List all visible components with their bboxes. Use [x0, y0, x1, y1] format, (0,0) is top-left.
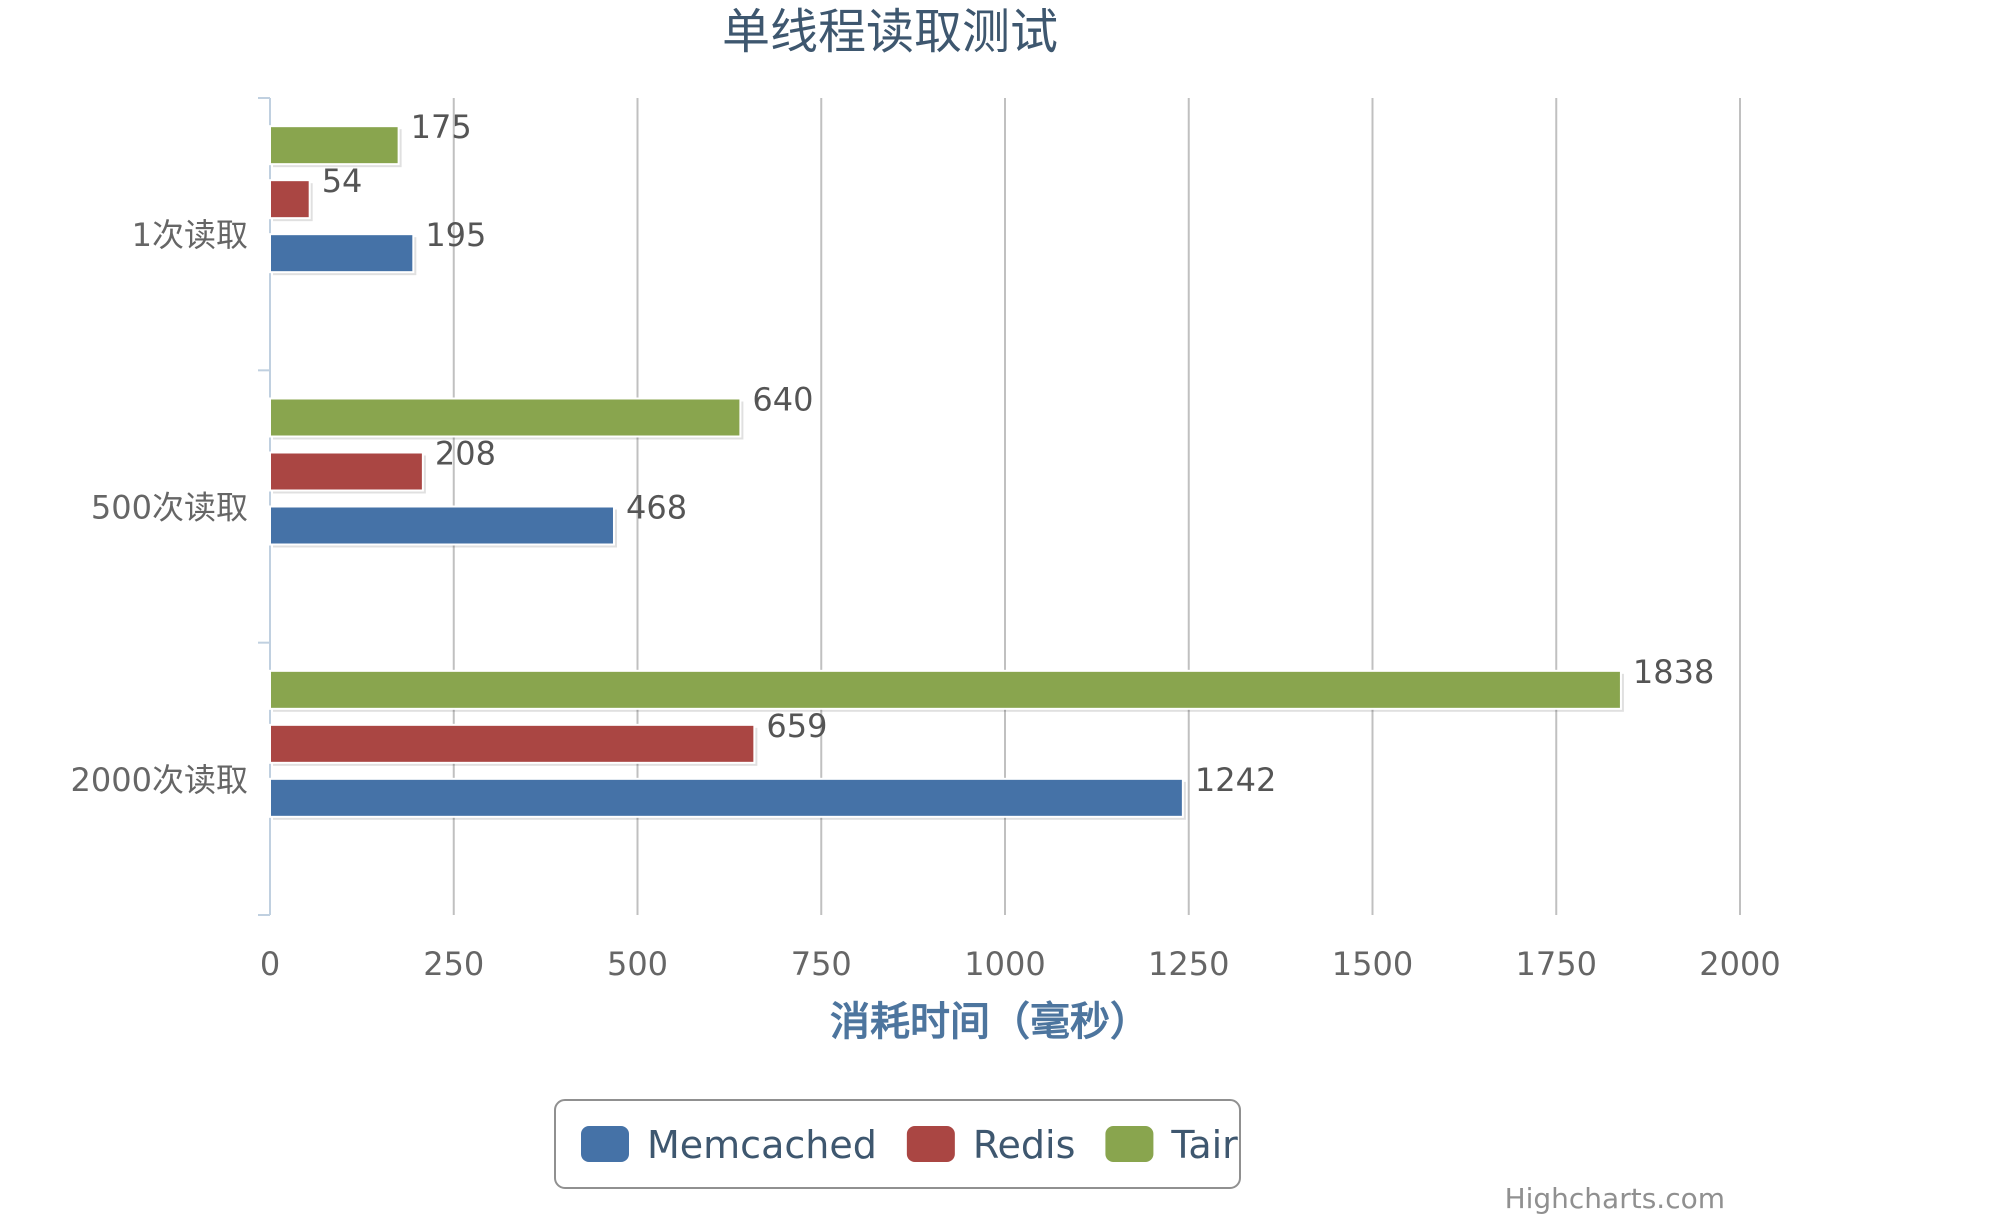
- legend-item-tair[interactable]: Tair: [1170, 1123, 1238, 1167]
- legend-item-memcached[interactable]: Memcached: [647, 1123, 877, 1167]
- axes: 0 250 500 750 1000 1250 1500 1750 2000 1次读取 500次读取…: [71, 97, 1781, 983]
- legend-swatch-tair: [1105, 1126, 1154, 1162]
- x-tick-label: 1250: [1148, 945, 1229, 983]
- legend-item-redis[interactable]: Redis: [973, 1123, 1076, 1167]
- chart-title: 单线程读取测试: [722, 4, 1058, 60]
- data-label: 468: [626, 489, 687, 527]
- data-label: 640: [752, 381, 813, 419]
- bar-memcached[interactable]: [269, 777, 1184, 818]
- bar-redis[interactable]: [269, 723, 756, 764]
- bars: [269, 125, 1624, 820]
- data-labels: 175 54 195 640 208 468 1838 659 1242: [322, 108, 1715, 799]
- y-tick-label: 2000次读取: [71, 761, 248, 799]
- data-label: 175: [411, 108, 472, 146]
- legend-swatch-redis: [906, 1126, 955, 1162]
- x-tick-label: 0: [260, 945, 280, 983]
- data-label: 1838: [1633, 653, 1714, 691]
- bar-memcached[interactable]: [269, 505, 615, 546]
- data-label: 195: [425, 216, 486, 254]
- x-axis-title: 消耗时间（毫秒）: [830, 999, 1150, 1045]
- legend-box: [554, 1099, 1241, 1189]
- x-tick-label: 1500: [1332, 945, 1413, 983]
- data-label: 208: [435, 435, 496, 473]
- legend-swatch-memcached: [581, 1126, 629, 1162]
- legend[interactable]: Memcached Redis Tair: [554, 1099, 1241, 1189]
- bar-tair[interactable]: [269, 125, 400, 166]
- x-tick-label: 500: [607, 945, 668, 983]
- bar-memcached[interactable]: [269, 233, 415, 274]
- x-tick-label: 2000: [1699, 945, 1780, 983]
- y-tick-label: 500次读取: [91, 489, 248, 527]
- bar-redis[interactable]: [269, 451, 424, 492]
- bar-redis[interactable]: [269, 179, 311, 220]
- bar-tair[interactable]: [269, 669, 1622, 710]
- x-tick-label: 750: [791, 945, 852, 983]
- x-tick-label: 1000: [964, 945, 1045, 983]
- data-label: 1242: [1195, 761, 1276, 799]
- grid-lines: [452, 98, 1741, 915]
- bar-tair[interactable]: [269, 397, 742, 438]
- y-tick-label: 1次读取: [132, 216, 248, 254]
- x-tick-label: 1750: [1516, 945, 1597, 983]
- credits-link[interactable]: Highcharts.com: [1505, 1182, 1725, 1215]
- data-label: 659: [766, 707, 827, 745]
- data-label: 54: [322, 162, 363, 200]
- x-tick-label: 250: [423, 945, 484, 983]
